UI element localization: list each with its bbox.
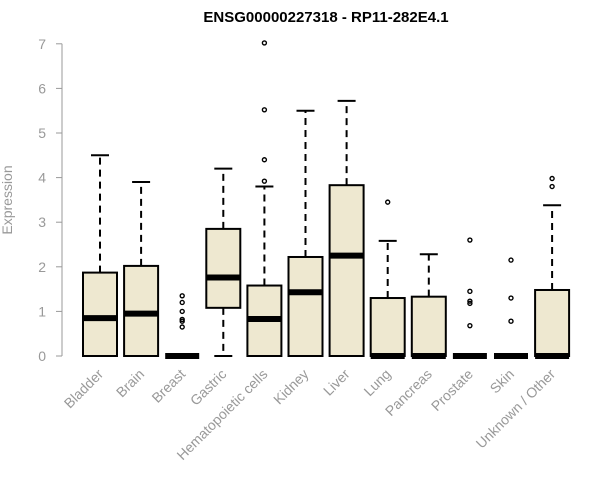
box-gastric: [205, 167, 242, 357]
outlier-point: [467, 300, 473, 307]
x-tick-label-bladder: Bladder: [61, 366, 107, 412]
y-tick-label: 2: [38, 259, 46, 275]
outlier-point: [467, 322, 473, 329]
y-axis: 0 1 2 3 4 5 6 7: [38, 36, 63, 364]
outlier-point: [549, 175, 555, 182]
x-tick-label-prostate: Prostate: [428, 366, 476, 414]
outlier-point: [508, 295, 514, 301]
y-tick-label: 5: [38, 125, 46, 141]
y-tick-label: 4: [38, 170, 46, 186]
y-axis-label: Expression: [0, 165, 15, 234]
outlier-point: [467, 298, 473, 304]
box-bladder: [82, 154, 118, 357]
x-tick-label-breast: Breast: [148, 366, 188, 406]
outlier-point: [508, 318, 514, 324]
outlier-point: [549, 183, 555, 190]
outlier-point: [508, 257, 514, 263]
outlier-point: [261, 107, 268, 113]
outlier-point: [179, 308, 185, 315]
box-lung: [369, 199, 406, 359]
y-tick-label: 0: [38, 348, 46, 364]
y-tick-label: 1: [38, 303, 46, 319]
outlier-point: [179, 324, 185, 330]
y-tick-label: 3: [38, 214, 46, 230]
x-tick-label-kidney: Kidney: [270, 366, 312, 408]
iqr-box: [287, 255, 324, 358]
box-liver: [328, 99, 365, 357]
box-hematopoietic-cells: [246, 40, 283, 358]
x-tick-label-liver: Liver: [320, 366, 353, 399]
iqr-box: [205, 227, 242, 309]
outlier-point: [261, 178, 268, 184]
boxes-group: [82, 40, 571, 359]
iqr-box: [328, 184, 365, 357]
box-prostate: [452, 237, 487, 359]
box-pancreas: [410, 253, 447, 359]
box-kidney: [287, 109, 324, 358]
chart-title: ENSG00000227318 - RP11-282E4.1: [203, 9, 448, 26]
outlier-point: [179, 299, 185, 306]
outlier-point: [467, 288, 473, 295]
x-tick-label-lung: Lung: [360, 366, 393, 399]
y-tick-label: 7: [38, 36, 46, 52]
outlier-point: [261, 157, 268, 163]
iqr-box: [82, 271, 118, 357]
box-unknown-other: [534, 175, 571, 359]
outlier-point: [179, 293, 185, 299]
outlier-point: [467, 237, 473, 243]
iqr-box: [369, 297, 406, 357]
outlier-point: [385, 199, 391, 205]
outlier-point: [179, 316, 185, 323]
box-breast: [165, 293, 200, 359]
x-tick-label-skin: Skin: [487, 366, 518, 397]
y-tick-label: 6: [38, 80, 46, 96]
x-tick-label-brain: Brain: [113, 366, 147, 400]
iqr-box: [534, 288, 571, 358]
box-skin: [494, 257, 528, 359]
outlier-point: [261, 40, 268, 46]
iqr-box: [410, 295, 447, 358]
box-brain: [123, 181, 160, 357]
